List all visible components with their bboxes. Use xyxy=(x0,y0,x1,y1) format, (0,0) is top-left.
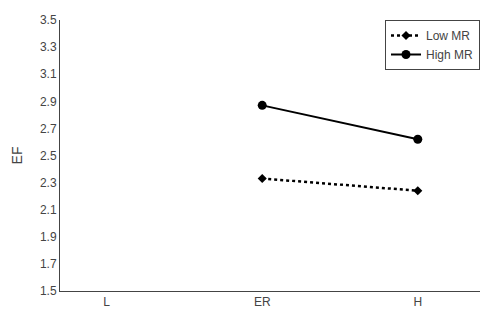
svg-text:2.3: 2.3 xyxy=(40,176,57,190)
svg-text:H: H xyxy=(413,295,422,309)
svg-text:3.1: 3.1 xyxy=(40,67,57,81)
svg-text:2.7: 2.7 xyxy=(40,122,57,136)
svg-text:ER: ER xyxy=(254,295,271,309)
svg-text:EF: EF xyxy=(9,147,25,165)
svg-text:1.9: 1.9 xyxy=(40,230,57,244)
svg-text:2.9: 2.9 xyxy=(40,95,57,109)
svg-text:L: L xyxy=(103,295,110,309)
svg-text:1.7: 1.7 xyxy=(40,257,57,271)
svg-text:2.1: 2.1 xyxy=(40,203,57,217)
svg-text:Low MR: Low MR xyxy=(426,29,470,43)
svg-text:3.5: 3.5 xyxy=(40,13,57,27)
svg-text:High MR: High MR xyxy=(426,48,473,62)
svg-text:2.5: 2.5 xyxy=(40,149,57,163)
svg-text:1.5: 1.5 xyxy=(40,284,57,298)
svg-text:3.3: 3.3 xyxy=(40,40,57,54)
